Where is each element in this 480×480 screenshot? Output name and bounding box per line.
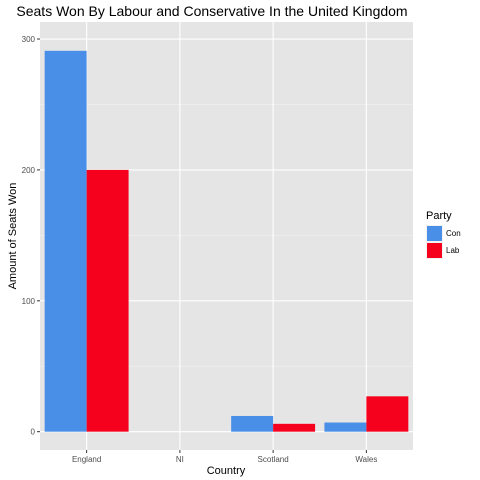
legend-swatch-lab (427, 243, 442, 258)
bar-lab-england (86, 169, 129, 432)
legend-label-con: Con (446, 229, 461, 238)
bar-lab-scotland (273, 423, 316, 432)
y-tick-label: 100 (22, 297, 36, 306)
y-axis-ticks: 0 100 200 300 (22, 35, 40, 437)
y-tick-label: 300 (22, 35, 36, 44)
x-tick-label: Scotland (258, 455, 289, 464)
legend: Party Con Lab (426, 210, 461, 259)
x-tick-label: Wales (355, 455, 377, 464)
y-tick-label: 200 (22, 166, 36, 175)
bar-con-wales (324, 422, 367, 432)
legend-label-lab: Lab (446, 246, 460, 255)
bars (44, 50, 409, 432)
chart-title: Seats Won By Labour and Conservative In … (16, 3, 407, 19)
bar-con-scotland (231, 415, 274, 432)
y-tick-label: 0 (31, 428, 36, 437)
legend-title: Party (426, 210, 452, 222)
x-axis-title: Country (207, 465, 246, 477)
bar-con-england (44, 50, 87, 432)
x-tick-label: England (72, 455, 101, 464)
legend-swatch-con (427, 226, 442, 241)
y-axis-title: Amount of Seats Won (7, 183, 19, 290)
x-axis-ticks: England NI Scotland Wales (72, 450, 377, 464)
x-tick-label: NI (176, 455, 184, 464)
bar-lab-wales (366, 396, 409, 432)
